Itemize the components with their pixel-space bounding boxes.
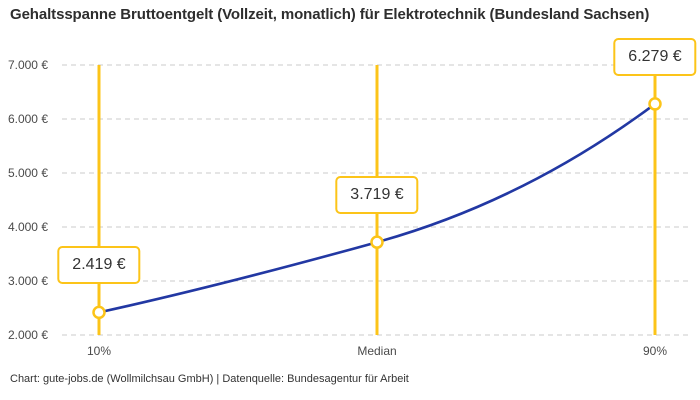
- y-axis-tick-label: 4.000 €: [7, 220, 48, 234]
- y-axis-tick-label: 2.000 €: [7, 328, 48, 342]
- x-axis-label-1: Median: [357, 344, 397, 358]
- x-axis-label-2: 90%: [642, 344, 668, 358]
- y-axis-tick-label: 6.000 €: [7, 112, 48, 126]
- chart-title: Gehaltsspanne Bruttoentgelt (Vollzeit, m…: [10, 6, 650, 23]
- y-axis-tick-label: 3.000 €: [7, 274, 48, 288]
- y-axis-tick-label: 5.000 €: [7, 166, 48, 180]
- data-point-marker-2: [648, 97, 662, 111]
- data-point-marker-1: [370, 235, 384, 249]
- chart-source-footer: Chart: gute-jobs.de (Wollmilchsau GmbH) …: [10, 373, 409, 385]
- data-point-marker-0: [92, 305, 106, 320]
- value-label-box-0: 2.419 €: [57, 246, 141, 285]
- value-label-box-2: 6.279 €: [613, 37, 697, 76]
- x-axis-label-0: 10%: [86, 344, 112, 358]
- y-axis-tick-label: 7.000 €: [7, 58, 48, 72]
- value-label-box-1: 3.719 €: [335, 176, 419, 215]
